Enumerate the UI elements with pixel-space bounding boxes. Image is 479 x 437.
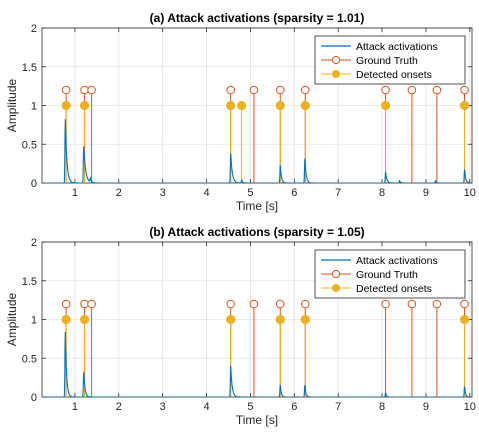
ground-truth-marker: [249, 299, 259, 309]
legend: Attack activations Ground Truth Detected o…: [314, 249, 466, 299]
x-tick-label: 1: [72, 401, 78, 413]
x-tick-label: 7: [335, 401, 341, 413]
y-tick-label: 0.5: [22, 139, 37, 151]
detected-onset-marker: [300, 100, 310, 111]
ground-truth-marker: [381, 299, 390, 309]
x-axis-label: Time [s]: [236, 413, 278, 427]
ground-truth-marker: [381, 85, 390, 95]
legend-box: [314, 35, 466, 85]
legend-swatch-detected-marker: [332, 284, 340, 292]
ground-truth-marker: [407, 299, 417, 309]
chart-title: (b) Attack activations (sparsity = 1.05): [149, 225, 364, 239]
ground-truth-marker: [61, 85, 71, 95]
ground-truth-marker: [275, 85, 285, 95]
y-tick-label: 0.5: [22, 353, 37, 365]
y-tick-label: 0: [31, 178, 37, 190]
legend-entry: Ground Truth: [356, 55, 418, 67]
ground-truth-marker: [300, 299, 310, 309]
legend-entry: Detected onsets: [356, 283, 432, 295]
ground-truth-marker: [300, 85, 310, 95]
y-tick-label: 1: [31, 101, 37, 113]
ground-truth-marker: [87, 85, 96, 95]
detected-onset-marker: [79, 314, 90, 325]
ground-truth-marker: [432, 299, 442, 309]
legend: Attack activations Ground Truth Detected o…: [314, 35, 466, 85]
chart-panel-a: 1 2 3 4 5 6 7 8 9 10 0 0.5 1 1.5 2 (a) Attack activatio…: [5, 11, 476, 213]
x-tick-label: 5: [247, 187, 253, 199]
ground-truth-marker: [275, 299, 285, 309]
detected-onset-marker: [226, 100, 236, 111]
x-tick-label: 7: [335, 187, 341, 199]
x-tick-label: 4: [203, 401, 209, 413]
ground-truth-marker: [432, 85, 442, 95]
ground-truth-marker: [226, 299, 235, 309]
detected-onset-marker: [300, 314, 310, 325]
chart-panel-b: 1 2 3 4 5 6 7 8 9 10 0 0.5 1 1.5 2 (b) Attack activatio…: [5, 225, 476, 427]
legend-entry: Detected onsets: [356, 69, 432, 81]
ground-truth-marker: [226, 85, 235, 95]
x-tick-label: 9: [423, 401, 429, 413]
x-tick-label: 5: [247, 401, 253, 413]
x-tick-label: 2: [116, 187, 122, 199]
legend-entry: Attack activations: [356, 255, 438, 267]
x-tick-label: 8: [379, 187, 385, 199]
ground-truth-marker: [460, 299, 469, 309]
legend-swatch-ground-truth-marker: [331, 55, 341, 65]
x-tick-label: 3: [160, 187, 166, 199]
x-tick-label: 9: [423, 187, 429, 199]
detected-onset-marker: [79, 100, 90, 111]
ground-truth-marker: [87, 299, 96, 309]
x-tick-label: 6: [291, 401, 297, 413]
detected-onset-marker: [237, 100, 247, 111]
detected-onset-marker: [61, 314, 71, 325]
x-tick-label: 4: [203, 187, 209, 199]
x-axis-label: Time [s]: [236, 199, 278, 213]
ground-truth-marker: [80, 85, 89, 95]
legend-swatch-ground-truth-marker: [331, 269, 341, 279]
detected-onset-marker: [459, 314, 470, 325]
x-tick-label: 3: [160, 401, 166, 413]
ground-truth-marker: [61, 299, 71, 309]
attack-activation-line: [42, 119, 472, 183]
detected-onset-marker: [459, 100, 470, 111]
legend-entry: Ground Truth: [356, 269, 418, 281]
y-tick-label: 0: [31, 392, 37, 404]
x-tick-label: 10: [464, 187, 476, 199]
y-tick-label: 2: [31, 23, 37, 35]
ground-truth-marker: [460, 85, 469, 95]
detected-onset-marker: [380, 100, 391, 111]
legend-entry: Attack activations: [356, 41, 438, 53]
y-tick-label: 1.5: [22, 62, 37, 74]
y-axis-label: Amplitude: [5, 293, 19, 347]
x-tick-label: 1: [72, 187, 78, 199]
y-tick-label: 1.5: [22, 276, 37, 288]
detected-onset-marker: [226, 314, 236, 325]
ground-truth-marker: [407, 85, 417, 95]
ground-truth-marker: [80, 299, 89, 309]
x-tick-label: 10: [464, 401, 476, 413]
y-axis-label: Amplitude: [5, 79, 19, 133]
x-tick-label: 2: [116, 401, 122, 413]
y-tick-label: 1: [31, 315, 37, 327]
detected-onset-marker: [61, 100, 71, 111]
ground-truth-marker: [249, 85, 259, 95]
plot-content: [42, 299, 472, 397]
y-tick-label: 2: [31, 237, 37, 249]
detected-onset-marker: [275, 100, 285, 111]
x-tick-label: 6: [291, 187, 297, 199]
legend-swatch-detected-marker: [332, 70, 340, 78]
chart-title: (a) Attack activations (sparsity = 1.01): [150, 11, 365, 25]
x-tick-label: 8: [379, 401, 385, 413]
plot-content: [42, 85, 472, 183]
detected-onset-marker: [275, 314, 285, 325]
